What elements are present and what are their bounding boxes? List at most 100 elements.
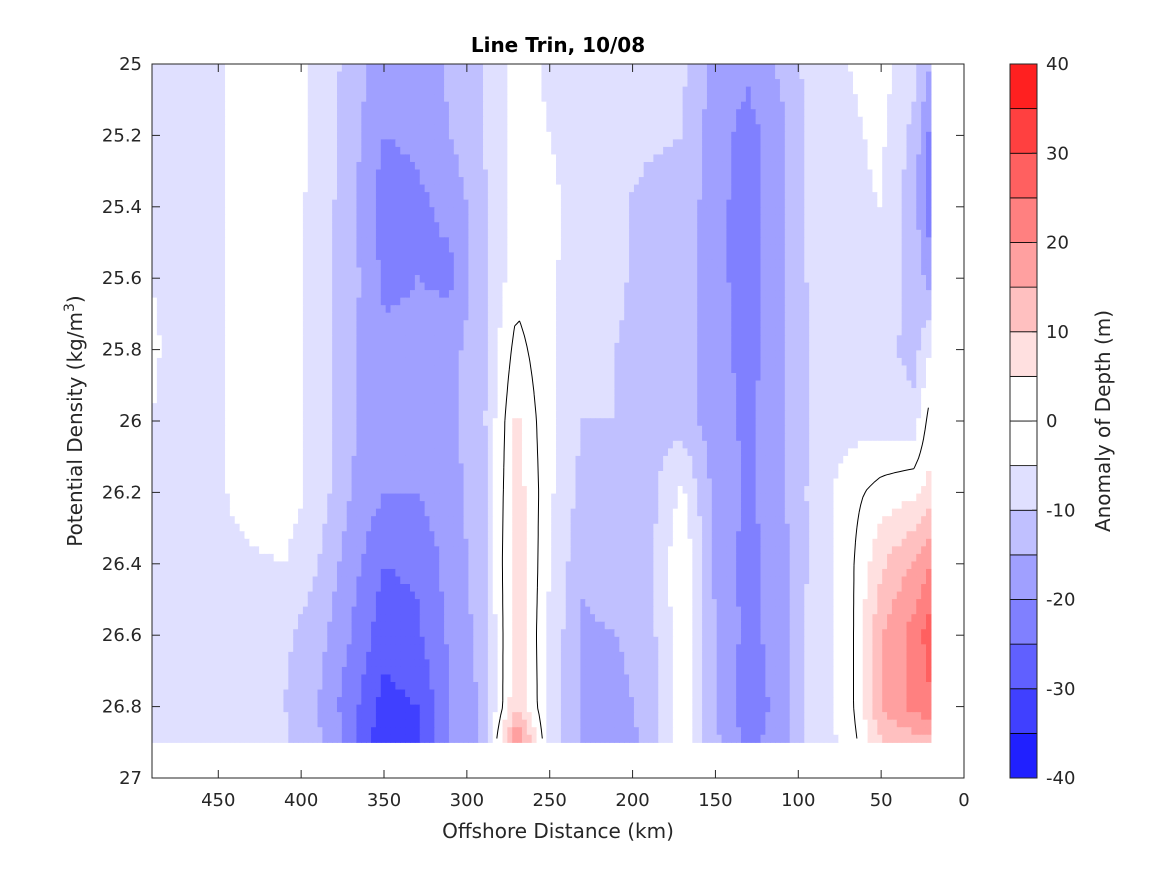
- contour-cell: [706, 282, 713, 291]
- contour-cell: [156, 192, 163, 201]
- contour-cell: [293, 139, 299, 148]
- contour-cell: [925, 222, 932, 231]
- contour-cell: [857, 64, 864, 73]
- contour-cell: [779, 252, 786, 261]
- contour-cell: [181, 275, 187, 284]
- contour-cell: [327, 275, 333, 284]
- contour-cell: [682, 199, 689, 208]
- contour-cell: [327, 290, 333, 299]
- contour-cell: [526, 131, 533, 140]
- contour-cell: [444, 207, 450, 216]
- contour-cell: [560, 101, 567, 110]
- contour-cell: [434, 244, 440, 254]
- contour-cell: [200, 124, 207, 133]
- contour-cell: [818, 94, 825, 103]
- contour-cell: [882, 199, 888, 208]
- contour-cell: [200, 154, 207, 163]
- contour-cell: [560, 139, 567, 148]
- contour-cell: [259, 259, 265, 269]
- contour-cell: [424, 275, 431, 284]
- contour-cell: [346, 94, 353, 103]
- contour-cell: [448, 124, 455, 133]
- contour-cell: [166, 79, 173, 88]
- contour-cell: [312, 154, 319, 163]
- contour-cell: [779, 275, 786, 284]
- contour-cell: [298, 229, 304, 238]
- contour-cell: [814, 101, 820, 110]
- contour-cell: [857, 161, 864, 171]
- contour-cell: [887, 131, 893, 140]
- contour-cell: [551, 169, 557, 178]
- contour-cell: [604, 139, 611, 148]
- contour-cell: [556, 101, 562, 110]
- contour-cell: [624, 237, 630, 246]
- contour-cell: [609, 207, 616, 216]
- contour-cell: [478, 184, 484, 193]
- contour-cell: [663, 71, 669, 80]
- contour-cell: [463, 252, 470, 261]
- contour-cell: [721, 282, 728, 291]
- contour-cell: [809, 237, 815, 246]
- contour-cell: [779, 229, 786, 238]
- contour-cell: [921, 199, 927, 208]
- contour-cell: [799, 131, 805, 140]
- contour-cell: [322, 267, 328, 276]
- contour-cell: [896, 184, 903, 193]
- contour-cell: [380, 146, 387, 156]
- contour-cell: [410, 71, 416, 80]
- contour-cell: [371, 64, 377, 73]
- contour-cell: [439, 290, 445, 299]
- contour-cell: [317, 169, 323, 178]
- contour-cell: [312, 109, 319, 118]
- contour-cell: [249, 64, 255, 73]
- contour-cell: [424, 267, 431, 276]
- contour-cell: [852, 252, 859, 261]
- contour-cell: [434, 177, 440, 186]
- contour-cell: [852, 94, 859, 103]
- contour-cell: [546, 146, 552, 156]
- contour-cell: [672, 229, 679, 238]
- contour-cell: [604, 177, 611, 186]
- contour-cell: [560, 275, 567, 284]
- contour-cell: [463, 177, 470, 186]
- contour-cell: [521, 290, 528, 299]
- contour-cell: [658, 64, 664, 73]
- contour-cell: [857, 131, 864, 140]
- contour-cell: [721, 94, 728, 103]
- contour-cell: [195, 154, 202, 163]
- contour-cell: [278, 244, 285, 254]
- contour-cell: [906, 237, 912, 246]
- contour-cell: [487, 146, 494, 156]
- contour-cell: [351, 222, 358, 231]
- contour-cell: [852, 229, 859, 238]
- contour-cell: [692, 177, 698, 186]
- contour-cell: [604, 169, 611, 178]
- contour-cell: [609, 124, 616, 133]
- contour-cell: [789, 124, 796, 133]
- contour-cell: [302, 146, 309, 156]
- contour-cell: [643, 154, 650, 163]
- contour-cell: [872, 79, 878, 88]
- contour-cell: [784, 71, 791, 80]
- contour-cell: [624, 109, 630, 118]
- contour-cell: [317, 131, 323, 140]
- contour-cell: [385, 275, 392, 284]
- contour-cell: [468, 177, 474, 186]
- contour-cell: [458, 94, 465, 103]
- contour-cell: [570, 124, 577, 133]
- contour-cell: [857, 139, 864, 148]
- contour-cell: [877, 177, 883, 186]
- contour-cell: [789, 64, 796, 73]
- contour-cell: [468, 237, 474, 246]
- contour-cell: [483, 101, 489, 110]
- contour-cell: [268, 290, 275, 299]
- contour-cell: [380, 207, 387, 216]
- contour-cell: [176, 207, 182, 216]
- contour-cell: [263, 79, 270, 88]
- contour-cell: [263, 297, 270, 306]
- contour-cell: [220, 267, 226, 276]
- contour-cell: [171, 131, 177, 140]
- contour-cell: [716, 131, 723, 140]
- contour-cell: [405, 177, 411, 186]
- contour-cell: [779, 290, 786, 299]
